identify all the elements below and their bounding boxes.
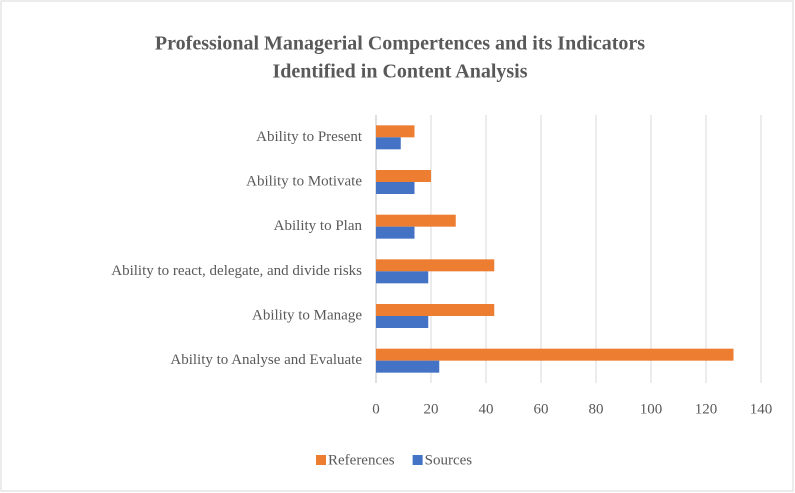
chart-title: Professional Managerial Compertences and… (155, 33, 645, 55)
x-tick-label: 0 (372, 401, 380, 417)
bar (376, 182, 415, 194)
x-tick-label: 140 (750, 401, 773, 417)
bar (376, 226, 415, 239)
bar (376, 304, 495, 316)
x-tick-label: 60 (534, 401, 549, 417)
bar (376, 125, 415, 138)
x-tick-label: 20 (424, 401, 439, 417)
legend-label: References (328, 452, 395, 468)
bar (376, 360, 440, 373)
y-tick-label: Ability to Manage (252, 307, 362, 323)
x-tick-label: 40 (479, 401, 494, 417)
bar (376, 137, 401, 150)
y-tick-label: Ability to Present (256, 129, 363, 145)
y-tick-label: Ability to Motivate (246, 173, 362, 189)
chart-title: Identified in Content Analysis (272, 61, 527, 83)
legend-swatch (316, 455, 326, 465)
x-tick-label: 120 (695, 401, 718, 417)
y-tick-label: Ability to Analyse and Evaluate (170, 352, 362, 368)
legend-label: Sources (425, 452, 473, 468)
y-tick-label: Ability to react, delegate, and divide r… (111, 263, 362, 279)
bar (376, 214, 456, 227)
legend-swatch (412, 455, 423, 465)
bar (376, 271, 429, 284)
x-tick-label: 100 (640, 401, 663, 417)
bar (376, 348, 734, 361)
y-tick-label: Ability to Plan (274, 218, 363, 234)
x-tick-label: 80 (589, 401, 604, 417)
bar (376, 259, 495, 272)
bar (376, 170, 431, 182)
bar (376, 316, 429, 328)
